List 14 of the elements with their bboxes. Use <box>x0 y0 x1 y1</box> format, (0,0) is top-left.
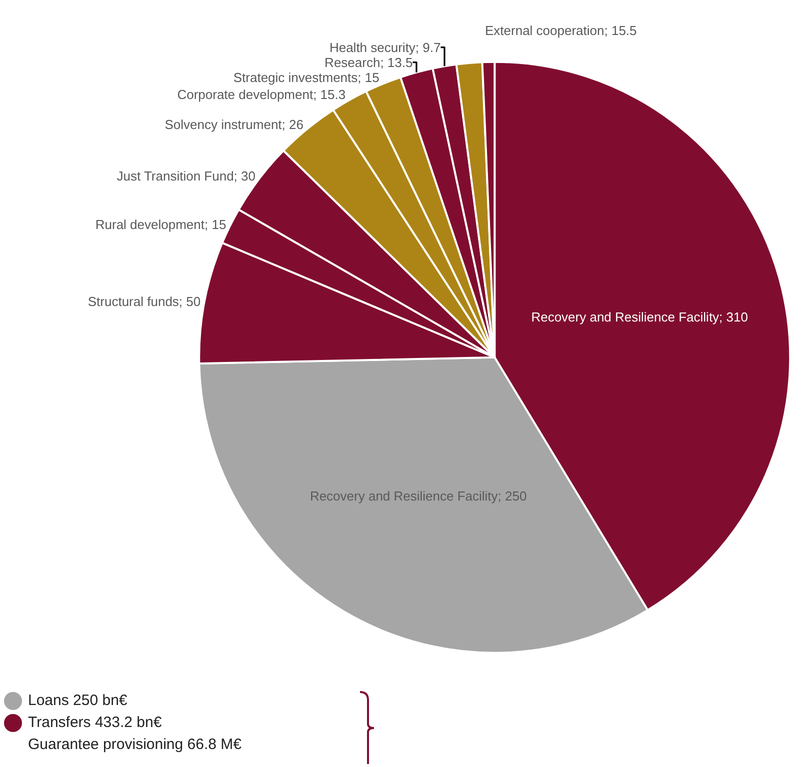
slice-label: Research; 13.5 <box>324 54 413 70</box>
slice-label: Health security; 9.7 <box>329 40 441 55</box>
slice-label: Recovery and Resilience Facility; 250 <box>310 488 527 504</box>
slice-label: Structural funds; 50 <box>88 294 201 310</box>
slice-label: Rural development; 15 <box>95 216 226 232</box>
slice-label: Corporate development; 15.3 <box>177 86 346 102</box>
text: Transfers 433.2 bn€ <box>28 713 162 733</box>
text: External cooperation; 15.5 <box>485 23 637 38</box>
slice-label: Strategic investments; 15 <box>233 70 380 85</box>
text: Loans 250 bn€ <box>28 691 128 711</box>
text: Guarantee provisioning 66.8 M€ <box>28 735 242 755</box>
slice-label: Recovery and Resilience Facility; 310 <box>531 309 748 324</box>
slice-label: Solvency instrument; 26 <box>164 116 304 132</box>
slice-label: Just Transition Fund; 30 <box>116 168 256 184</box>
